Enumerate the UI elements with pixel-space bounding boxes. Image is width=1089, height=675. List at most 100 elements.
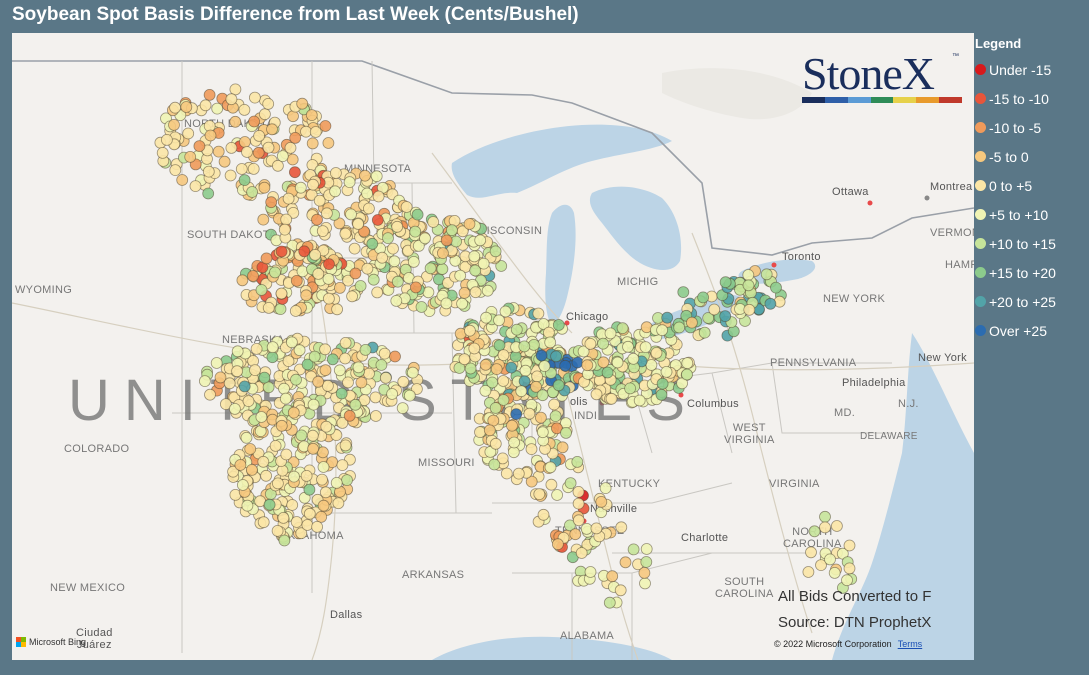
map-canvas[interactable]: NORTH DAKOTA SOUTH DAKOTA MINNESOTA WISC… [12, 33, 974, 660]
legend-item[interactable]: +15 to +20 [975, 258, 1087, 287]
bid-dot [309, 248, 322, 261]
bid-dot [490, 363, 503, 376]
legend-item[interactable]: +5 to +10 [975, 200, 1087, 229]
bid-dot [640, 543, 653, 555]
logo-bar-segment [847, 97, 871, 103]
bid-dot [296, 265, 309, 278]
bid-dot [319, 364, 332, 377]
bid-dot [500, 467, 513, 480]
bid-dot [284, 142, 297, 154]
bid-dot [280, 448, 293, 461]
legend-item[interactable]: -10 to -5 [975, 113, 1087, 142]
terms-link[interactable]: Terms [897, 639, 923, 649]
bid-dot [477, 257, 490, 270]
bid-dot [388, 255, 401, 268]
label-virginia: VIRGINIA [769, 478, 820, 490]
bid-dot [352, 218, 365, 230]
bid-dot [236, 274, 249, 287]
bid-dot [571, 455, 584, 468]
bid-dot [407, 255, 420, 268]
bid-dot [362, 202, 375, 215]
bid-dot [255, 411, 268, 423]
legend-item[interactable]: -15 to -10 [975, 84, 1087, 113]
bid-dot [531, 370, 543, 383]
bid-dot [537, 508, 550, 521]
bid-dot [271, 477, 284, 490]
bid-dot [319, 486, 332, 499]
bid-dot [315, 510, 328, 523]
bid-dot [601, 366, 614, 379]
bid-dot [483, 424, 496, 437]
bid-dot [271, 159, 284, 172]
bid-dot [640, 556, 653, 568]
bid-dot [742, 279, 755, 292]
bid-dot [339, 439, 352, 452]
bid-dot [307, 178, 319, 191]
bid-dot [484, 445, 497, 458]
bid-dot [320, 207, 333, 220]
bid-dot [639, 577, 651, 590]
bid-dot [532, 307, 545, 320]
bid-dot [248, 115, 261, 128]
bid-dot [255, 284, 268, 296]
bid-dot [427, 216, 440, 228]
bid-dot [238, 136, 251, 148]
bid-dot [289, 305, 302, 317]
bid-dot [265, 196, 278, 209]
label-indianapolis: olis [570, 396, 588, 408]
bid-dot [300, 289, 313, 302]
bid-dot [708, 303, 721, 316]
bid-dot [436, 247, 449, 260]
bid-dot [363, 367, 375, 380]
bid-dot [489, 437, 502, 450]
bid-dot [249, 364, 261, 377]
legend-item[interactable]: +10 to +15 [975, 229, 1087, 258]
bid-dot [246, 186, 259, 198]
bid-dot [317, 499, 330, 512]
bid-dot [391, 220, 404, 233]
bid-dot [391, 275, 404, 288]
bid-dot [584, 337, 597, 350]
bid-dot [676, 377, 688, 390]
legend-item[interactable]: -5 to 0 [975, 142, 1087, 171]
bid-dot [681, 368, 693, 381]
legend-item[interactable]: Under -15 [975, 55, 1087, 84]
logo-color-bar [802, 97, 963, 103]
bid-dot [367, 273, 380, 286]
bid-dot [474, 234, 487, 247]
legend-label: -10 to -5 [989, 119, 1042, 136]
legend-label: -15 to -10 [989, 90, 1049, 107]
bid-dot [168, 119, 180, 131]
bid-dot [469, 264, 482, 277]
bid-dot [497, 394, 510, 406]
legend-item[interactable]: 0 to +5 [975, 171, 1087, 200]
bid-dot [289, 132, 302, 144]
bid-dot [508, 436, 521, 449]
bid-dot [278, 382, 290, 395]
bid-dot [257, 455, 270, 468]
bid-dot [538, 360, 551, 373]
bid-dot [260, 252, 273, 265]
bid-dot [474, 426, 486, 439]
legend-item[interactable]: Over +25 [975, 316, 1087, 345]
bid-dot [336, 459, 349, 472]
label-michigan: MICHIG [617, 276, 659, 288]
label-charlotte: Charlotte [681, 532, 729, 544]
bid-dot [275, 287, 288, 300]
bid-dot [497, 349, 510, 362]
bid-dot [269, 266, 281, 279]
legend-item[interactable]: +20 to +25 [975, 287, 1087, 316]
bid-dot [440, 234, 453, 247]
bid-dot [305, 109, 318, 121]
bid-dot [802, 566, 815, 578]
bid-dot [560, 426, 572, 439]
label-vermont: VERMONT [930, 227, 974, 239]
bid-dot [622, 340, 634, 353]
bid-dot [282, 192, 295, 205]
bid-dot [225, 93, 238, 106]
bid-dot [719, 276, 732, 289]
bid-dot [322, 272, 335, 285]
bid-dot [698, 326, 711, 339]
bid-dot [603, 596, 616, 609]
microsoft-logo-icon [16, 637, 26, 647]
